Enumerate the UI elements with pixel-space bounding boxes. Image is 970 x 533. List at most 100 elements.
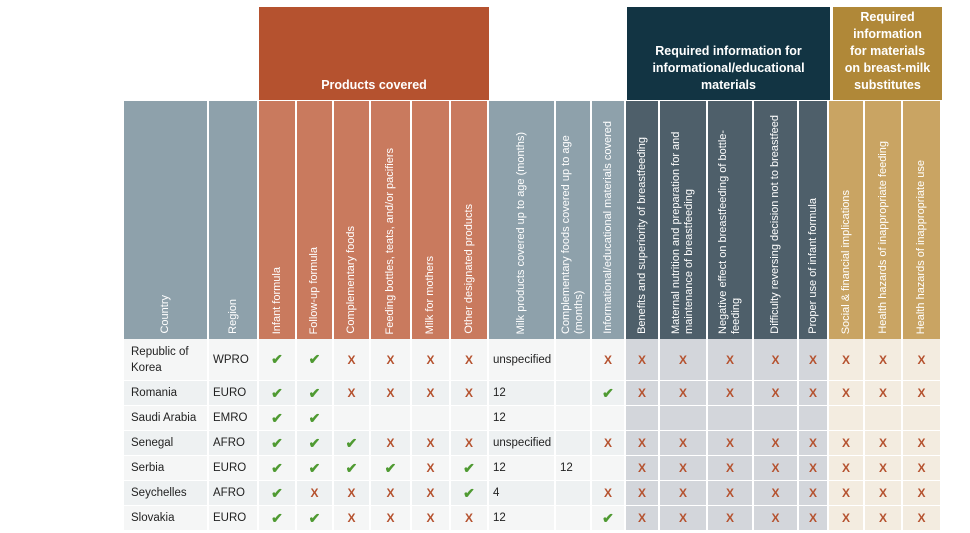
col-header: Region (209, 101, 259, 339)
mark-cell: X (660, 456, 708, 481)
value-cell (556, 381, 592, 406)
mark-cell: ✔ (259, 506, 297, 531)
value-cell: 12 (489, 456, 556, 481)
mark-cell: X (799, 456, 829, 481)
mark-cell: X (660, 506, 708, 531)
mark-cell: X (754, 481, 799, 506)
cross-icon: X (678, 486, 687, 500)
mark-cell: X (371, 481, 412, 506)
cross-icon: X (603, 486, 612, 500)
cross-icon: X (841, 486, 850, 500)
col-header-label: Country (159, 295, 171, 334)
mark-cell: X (799, 381, 829, 406)
mark-cell: ✔ (334, 456, 371, 481)
cross-icon: X (426, 461, 435, 475)
cross-icon: X (678, 352, 687, 367)
region-cell: EURO (209, 456, 259, 481)
mark-cell: X (592, 339, 626, 381)
cross-icon: X (603, 352, 612, 367)
cross-icon: X (771, 352, 780, 367)
value-cell (829, 406, 865, 431)
code-provisions-table: Country Region Infant formula Follow-up … (124, 101, 942, 531)
cross-icon: X (878, 386, 887, 400)
mark-cell: X (371, 506, 412, 531)
mark-cell: X (865, 506, 903, 531)
col-header: Benefits and superiority of breastfeedin… (626, 101, 660, 339)
check-icon: ✔ (345, 434, 358, 451)
mark-cell: X (626, 456, 660, 481)
mark-cell: X (754, 381, 799, 406)
mark-cell: X (451, 506, 489, 531)
col-header: Complementary foods covered up to age (m… (556, 101, 592, 339)
cross-icon: X (725, 461, 734, 475)
value-cell (556, 481, 592, 506)
col-header-label: Milk for mothers (424, 255, 436, 334)
col-header: Social & financial implications (829, 101, 865, 339)
mark-cell: X (412, 339, 451, 381)
cross-icon: X (771, 386, 780, 400)
mark-cell: ✔ (297, 431, 334, 456)
mark-cell: X (799, 339, 829, 381)
mark-cell: X (754, 456, 799, 481)
mark-cell: X (626, 431, 660, 456)
cross-icon: X (771, 486, 780, 500)
cross-icon: X (637, 511, 646, 525)
mark-cell: ✔ (259, 381, 297, 406)
mark-cell: X (865, 481, 903, 506)
mark-cell: X (334, 381, 371, 406)
mark-cell: ✔ (297, 381, 334, 406)
mark-cell: X (708, 456, 754, 481)
mark-cell: X (412, 431, 451, 456)
products-covered-label: Products covered (321, 78, 427, 92)
col-header: Milk for mothers (412, 101, 451, 339)
col-header: Maternal nutrition and preparation for a… (660, 101, 708, 339)
mark-cell: X (660, 431, 708, 456)
table-row: Serbia EURO ✔ ✔ ✔ ✔ X ✔ 12 12 X X X X X X X X (124, 456, 942, 481)
mark-cell: ✔ (592, 381, 626, 406)
mark-cell: X (903, 481, 942, 506)
mark-cell: X (799, 431, 829, 456)
cross-icon: X (841, 511, 850, 525)
mark-cell: ✔ (334, 431, 371, 456)
check-icon: ✔ (308, 384, 321, 401)
country-cell: Slovakia (124, 506, 209, 531)
col-header: Feeding bottles, teats, and/or pacifiers (371, 101, 412, 339)
cross-icon: X (878, 352, 887, 367)
col-header-label: Region (226, 299, 239, 334)
cross-icon: X (347, 386, 356, 400)
mark-cell: X (708, 381, 754, 406)
mark-cell: X (626, 381, 660, 406)
cross-icon: X (725, 511, 734, 525)
mark-cell: X (451, 339, 489, 381)
col-header-label: Negative effect on breastfeeding of bott… (717, 129, 742, 334)
cross-icon: X (841, 352, 850, 367)
table-row: Saudi Arabia EMRO ✔ ✔ 12 (124, 406, 942, 431)
mark-cell: ✔ (297, 456, 334, 481)
table-row: Slovakia EURO ✔ ✔ X X X X 12 ✔ X X X X X X X X (124, 506, 942, 531)
country-cell: Saudi Arabia (124, 406, 209, 431)
mark-cell: X (334, 506, 371, 531)
check-icon: ✔ (271, 484, 283, 501)
cross-icon: X (386, 352, 395, 367)
bms-line-1: Required (860, 10, 915, 24)
col-header: Other designated products (451, 101, 489, 339)
col-header-label: Health hazards of inappropriate use (915, 159, 927, 334)
country-cell: Seychelles (124, 481, 209, 506)
col-header-label: Social & financial implications (839, 189, 852, 334)
mark-cell: X (829, 381, 865, 406)
mark-cell: X (903, 506, 942, 531)
value-cell (412, 406, 451, 431)
col-header: Proper use of infant formula (799, 101, 829, 339)
col-header: Follow-up formula (297, 101, 334, 339)
value-cell (556, 506, 592, 531)
mark-cell: ✔ (451, 481, 489, 506)
mark-cell: X (412, 481, 451, 506)
cross-icon: X (878, 436, 887, 450)
table-row: Seychelles AFRO ✔ X X X X ✔ 4 X X X X X X X X X (124, 481, 942, 506)
value-cell (865, 406, 903, 431)
col-header: Negative effect on breastfeeding of bott… (708, 101, 754, 339)
cross-icon: X (917, 352, 926, 367)
check-icon: ✔ (308, 509, 321, 526)
cross-icon: X (426, 436, 435, 450)
cross-icon: X (808, 461, 817, 475)
